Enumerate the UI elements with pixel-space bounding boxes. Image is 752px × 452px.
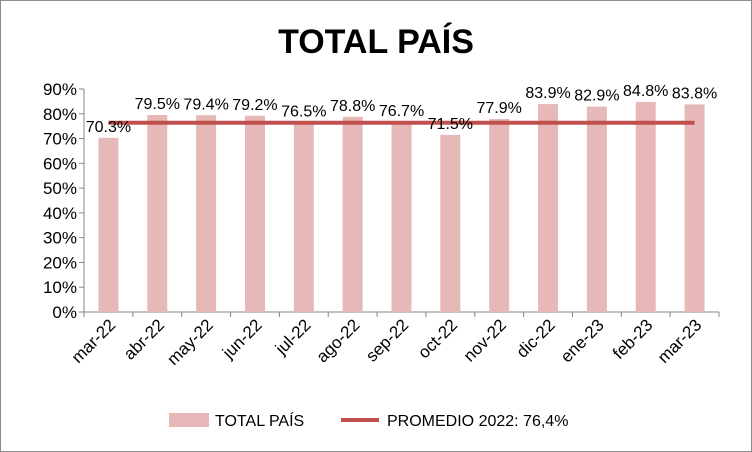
x-tick-label: ago-22 [313,315,364,366]
y-tick-label: 20% [43,253,77,272]
x-tick-label: jul-22 [271,315,315,359]
y-axis: 0% 10% 20% 30% 40% 50% 60% 70% 80% 90% [43,80,85,322]
y-tick-label: 30% [43,229,77,248]
x-tick-label: sep-22 [362,315,412,365]
data-label: 70.3% [86,119,131,136]
x-tick-label: mar-23 [654,315,706,367]
data-label: 82.9% [574,88,619,105]
bar [440,134,461,312]
y-tick-label: 50% [43,179,77,198]
data-labels: 70.3%79.5% 79.4% 79.2% 76.5% 78.8% 76.7%71.5%… [86,83,718,136]
bar [586,106,607,312]
data-label: 76.5% [281,103,326,120]
data-label: 84.8% [623,83,668,100]
data-label: 79.5% [135,96,180,113]
x-tick-label: feb-23 [609,315,657,363]
y-tick-label: 60% [43,154,77,173]
x-tick-label: oct-22 [414,315,461,362]
data-label: 78.8% [330,98,375,115]
bar [684,104,705,313]
chart-title: TOTAL PAÍS [278,23,474,61]
bar [293,122,314,312]
y-tick-label: 70% [43,130,77,149]
x-tick-label: nov-22 [460,315,510,365]
legend-label-total-pais: TOTAL PAÍS [215,411,304,430]
y-tick-label: 80% [43,105,77,124]
data-label: 79.2% [232,97,277,114]
y-tick-label: 0% [52,303,77,322]
data-label: 79.4% [183,96,228,113]
bar [147,115,168,313]
bar [342,116,363,312]
x-tick-label: mar-22 [68,315,120,367]
legend: TOTAL PAÍS PROMEDIO 2022: 76,4% [169,411,568,430]
data-label: 71.5% [428,116,473,133]
x-tick-label: ene-23 [557,315,608,366]
bar-series [98,101,705,313]
bar [538,104,559,312]
bar [244,115,265,312]
x-tick-label: jun-22 [218,315,266,363]
x-tick-label: may-22 [163,315,217,369]
bar [391,121,412,313]
x-tick-label: dic-22 [513,315,559,361]
legend-label-promedio: PROMEDIO 2022: 76,4% [387,413,568,430]
data-label: 83.9% [525,85,570,102]
data-label: 83.8% [672,85,717,102]
bar [98,137,119,312]
data-label: 76.7% [379,103,424,120]
y-tick-label: 90% [43,80,77,99]
bar [196,115,217,313]
x-tick-label: abr-22 [120,315,168,363]
bar [489,118,510,312]
legend-swatch-total-pais [169,413,209,427]
y-tick-label: 10% [43,278,77,297]
bar [635,101,656,312]
data-label: 77.9% [477,100,522,117]
y-tick-label: 40% [43,204,77,223]
